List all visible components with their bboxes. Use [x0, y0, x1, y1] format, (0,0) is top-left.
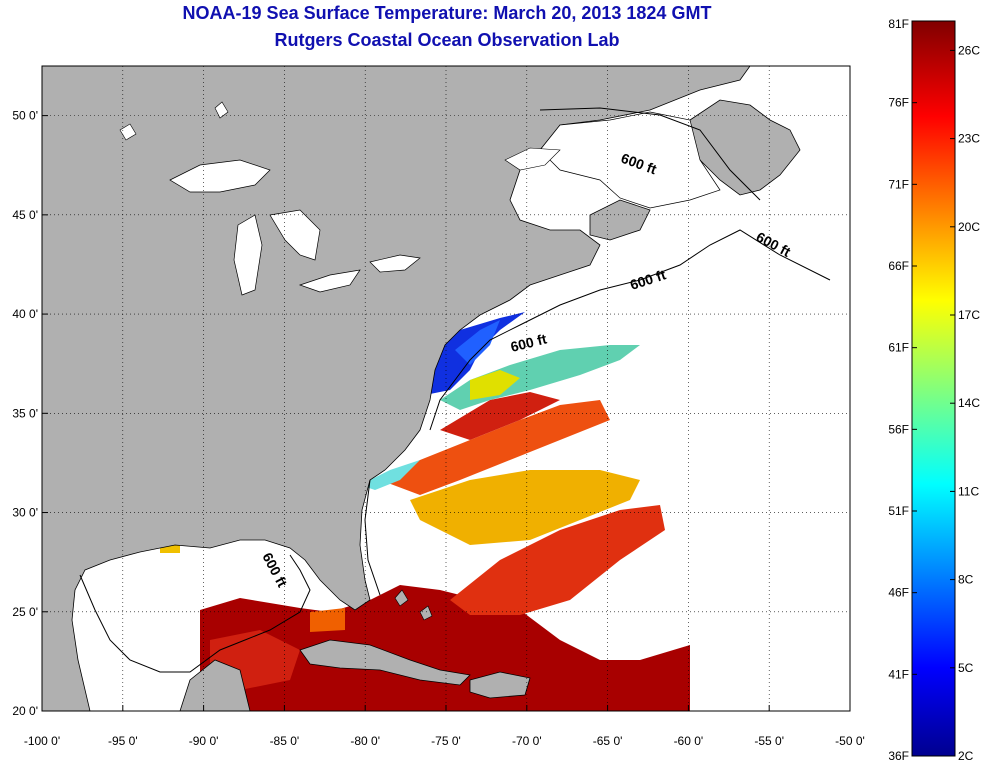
x-tick-label: -95 0' — [108, 734, 138, 748]
x-tick-label: -65 0' — [593, 734, 623, 748]
colorbar-f-label: 51F — [888, 504, 909, 518]
x-tick-label: -80 0' — [350, 734, 380, 748]
colorbar-f-label: 61F — [888, 341, 909, 355]
x-tick-label: -55 0' — [754, 734, 784, 748]
colorbar-c-label: 8C — [958, 573, 974, 587]
isobath-contours — [79, 107, 831, 673]
colorbar-c-label: 23C — [958, 132, 980, 146]
map-subtitle: Rutgers Coastal Ocean Observation Lab — [274, 30, 620, 50]
colorbar-f-label: 46F — [888, 586, 909, 600]
colorbar-c-label: 2C — [958, 749, 974, 763]
y-tick-label: 20 0' — [12, 704, 38, 718]
colorbar-c-label: 14C — [958, 396, 980, 410]
colorbar-f-label: 56F — [888, 422, 909, 436]
x-tick-label: -75 0' — [431, 734, 461, 748]
x-tick-label: -70 0' — [512, 734, 542, 748]
x-tick-label: -100 0' — [24, 734, 60, 748]
map-axes: -100 0' -95 0' -90 0' -85 0' -80 0' -75 0' -70… — [12, 109, 864, 748]
colorbar-c-label: 17C — [958, 308, 980, 322]
colorbar-c-label: 5C — [958, 661, 974, 675]
y-tick-label: 25 0' — [12, 605, 38, 619]
x-tick-label: -90 0' — [189, 734, 219, 748]
y-tick-label: 30 0' — [12, 506, 38, 520]
x-tick-label: -50 0' — [835, 734, 865, 748]
colorbar-ticks: 81F 76F 71F 66F 61F 56F 51F 46F 41F 36F 26C 23C 20C 1… — [888, 17, 980, 763]
colorbar-f-label: 36F — [888, 749, 909, 763]
y-tick-label: 40 0' — [12, 307, 38, 321]
x-tick-label: -85 0' — [270, 734, 300, 748]
colorbar-c-label: 26C — [958, 43, 980, 57]
y-tick-label: 45 0' — [12, 208, 38, 222]
colorbar-f-label: 76F — [888, 96, 909, 110]
colorbar-c-label: 20C — [958, 220, 980, 234]
map-title: NOAA-19 Sea Surface Temperature: March 2… — [182, 3, 712, 23]
x-tick-label: -60 0' — [674, 734, 704, 748]
colorbar-f-label: 81F — [888, 17, 909, 31]
colorbar-c-label: 11C — [958, 484, 979, 498]
colorbar: 81F 76F 71F 66F 61F 56F 51F 46F 41F 36F 26C 23C 20C 1… — [888, 17, 980, 763]
colorbar-scale — [911, 20, 956, 757]
lakes-layer — [119, 101, 721, 296]
colorbar-f-label: 71F — [888, 177, 909, 191]
sst-data-layer — [160, 222, 690, 711]
y-tick-label: 35 0' — [12, 406, 38, 420]
colorbar-f-label: 66F — [888, 259, 909, 273]
grid-lines — [42, 66, 850, 711]
colorbar-f-label: 41F — [888, 667, 909, 681]
land-layer — [42, 66, 801, 711]
y-tick-label: 50 0' — [12, 109, 38, 123]
